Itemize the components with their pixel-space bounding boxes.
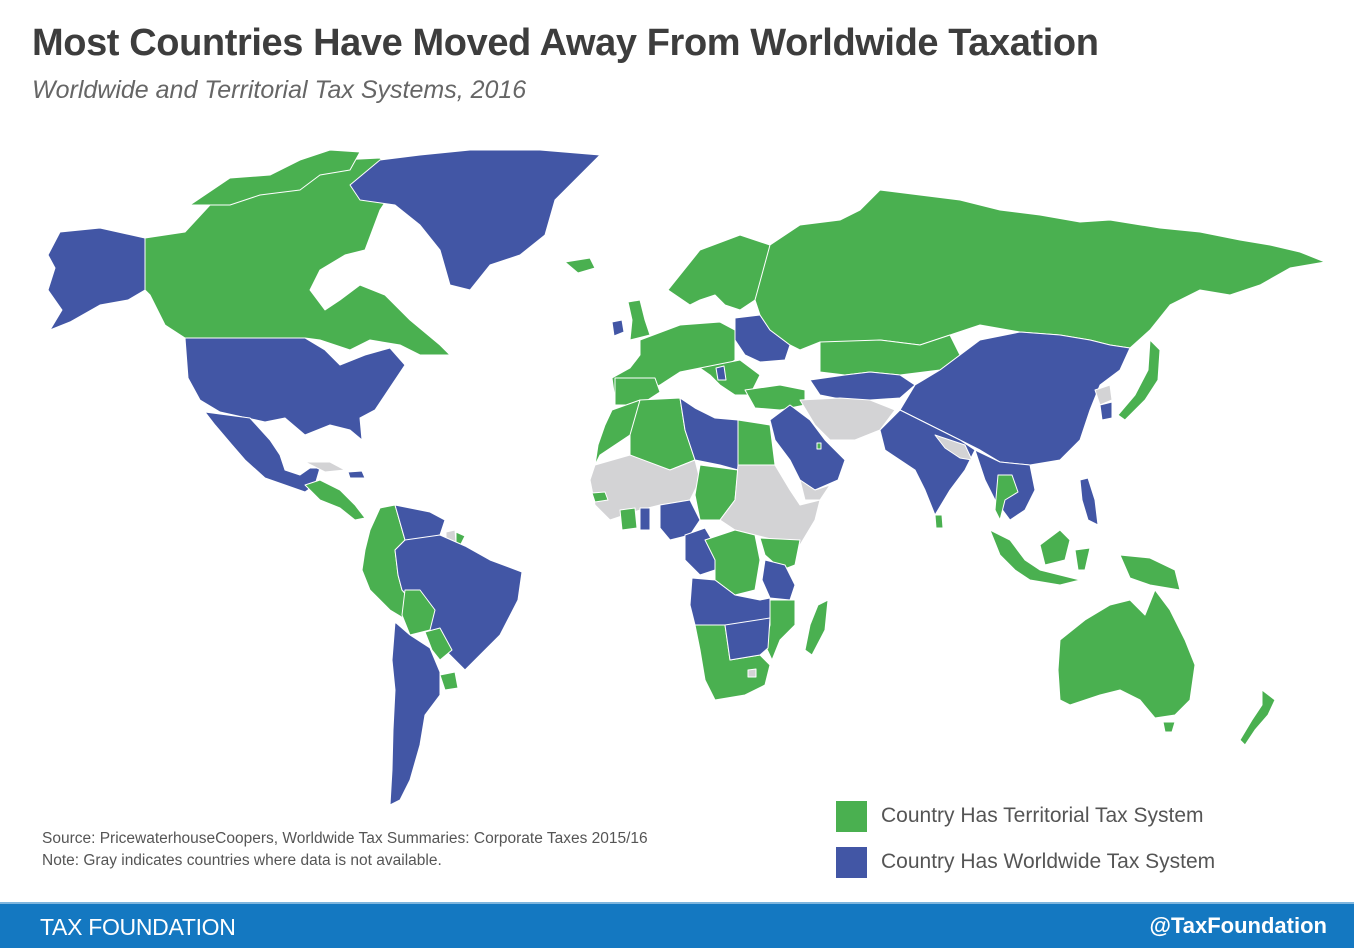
region-australia <box>1057 589 1196 719</box>
region-tasmania <box>1162 721 1176 733</box>
world-map <box>0 130 1354 830</box>
page-subtitle: Worldwide and Territorial Tax Systems, 2… <box>32 76 527 104</box>
region-russia <box>754 189 1326 351</box>
legend-item-territorial: Country Has Territorial Tax System <box>836 793 1215 839</box>
region-uruguay <box>439 671 459 691</box>
region-botswana-zimbabwe <box>724 617 771 661</box>
region-cuba <box>304 461 346 473</box>
region-uk <box>627 299 651 341</box>
page-title: Most Countries Have Moved Away From Worl… <box>32 22 1099 64</box>
region-south-korea <box>1099 401 1113 421</box>
region-yemen <box>799 479 831 501</box>
legend-label-worldwide: Country Has Worldwide Tax System <box>881 850 1216 873</box>
region-scandinavia <box>667 234 771 311</box>
footer-bar: TAX FOUNDATION @TaxFoundation <box>0 902 1354 948</box>
region-usa <box>184 337 406 441</box>
region-north-korea <box>1094 384 1113 406</box>
legend-label-territorial: Country Has Territorial Tax System <box>881 804 1204 827</box>
map-legend: Country Has Territorial Tax System Count… <box>836 793 1215 885</box>
region-canada-islands <box>189 149 361 206</box>
footer-twitter-handle: @TaxFoundation <box>1149 913 1327 938</box>
legend-swatch-worldwide <box>836 846 867 878</box>
region-japan <box>1117 339 1161 421</box>
region-egypt <box>737 419 776 466</box>
source-text: Source: PricewaterhouseCoopers, Worldwid… <box>42 830 648 847</box>
legend-swatch-territorial <box>836 800 867 832</box>
region-india-pakistan <box>879 409 976 516</box>
note-text: Note: Gray indicates countries where dat… <box>42 852 442 869</box>
region-italy-balkans <box>699 359 761 396</box>
region-sulawesi-png <box>1074 547 1181 591</box>
region-borneo <box>1039 529 1071 566</box>
region-lesotho <box>747 668 757 678</box>
region-argentina-chile <box>389 621 441 806</box>
region-malaysia-indonesia <box>989 529 1081 586</box>
region-bolivia <box>401 589 436 636</box>
legend-item-worldwide: Country Has Worldwide Tax System <box>836 839 1215 885</box>
region-turkey <box>744 384 806 411</box>
region-thailand <box>994 474 1019 521</box>
footer-brand: TAX FOUNDATION <box>40 914 236 940</box>
region-sri-lanka <box>934 514 944 529</box>
region-philippines <box>1079 477 1099 526</box>
region-nepal-bangladesh <box>934 434 973 461</box>
region-serbia <box>715 365 727 381</box>
region-greenland <box>349 149 601 291</box>
region-ireland <box>611 319 625 337</box>
region-senegal <box>591 491 609 503</box>
region-central-america <box>304 479 366 521</box>
region-drc <box>704 529 761 596</box>
region-uganda-kenya <box>759 537 801 571</box>
region-madagascar <box>804 599 829 656</box>
region-iceland <box>564 257 596 274</box>
region-mexico <box>204 411 321 493</box>
region-central-asia <box>809 371 916 401</box>
source-notes: Source: PricewaterhouseCoopers, Worldwid… <box>42 828 648 872</box>
region-paraguay <box>424 627 453 661</box>
region-dominican-rep <box>347 470 366 479</box>
region-alaska <box>47 227 146 331</box>
region-saudi-qatar <box>816 442 822 450</box>
region-kazakhstan <box>819 334 961 376</box>
world-map-svg <box>47 149 1326 806</box>
region-new-zealand <box>1239 689 1276 746</box>
region-sudan-horn-nodata <box>719 464 821 546</box>
region-brazil <box>394 534 523 671</box>
region-iberia <box>614 377 661 406</box>
region-cote-divoire <box>619 507 638 531</box>
